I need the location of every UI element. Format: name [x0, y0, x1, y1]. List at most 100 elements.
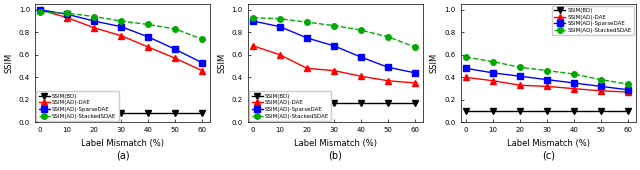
SSIM(BD)	[462, 110, 470, 112]
SSIM(AD)-DAE	[249, 45, 257, 47]
SSIM(AD)-StackedSDAE	[117, 20, 125, 22]
SSIM(AD)-DAE	[357, 75, 365, 77]
SSIM(AD)-DAE	[303, 67, 311, 69]
SSIM(AD)-StackedSDAE	[411, 46, 419, 48]
SSIM(AD)-SparseDAE	[249, 20, 257, 22]
SSIM(BD)	[489, 110, 497, 112]
SSIM(AD)-SparseDAE	[303, 37, 311, 39]
SSIM(AD)-SparseDAE	[117, 26, 125, 28]
SSIM(BD)	[36, 112, 44, 114]
SSIM(AD)-SparseDAE	[90, 20, 98, 22]
SSIM(AD)-SparseDAE	[516, 75, 524, 77]
SSIM(AD)-SparseDAE	[330, 45, 338, 47]
SSIM(BD)	[303, 102, 311, 104]
Y-axis label: SSIM: SSIM	[4, 53, 13, 73]
SSIM(AD)-SparseDAE	[489, 72, 497, 74]
SSIM(AD)-SparseDAE	[276, 26, 284, 28]
Line: SSIM(BD): SSIM(BD)	[463, 108, 630, 114]
SSIM(AD)-DAE	[384, 80, 392, 82]
Line: SSIM(AD)-SparseDAE: SSIM(AD)-SparseDAE	[250, 18, 418, 76]
SSIM(AD)-SparseDAE	[384, 66, 392, 68]
Legend: SSIM(BD), SSIM(AD)-DAE, SSIM(AD)-SparseDAE, SSIM(AD)-StackedSDAE: SSIM(BD), SSIM(AD)-DAE, SSIM(AD)-SparseD…	[36, 91, 118, 121]
SSIM(AD)-DAE	[117, 35, 125, 37]
SSIM(BD)	[330, 102, 338, 104]
SSIM(AD)-DAE	[276, 54, 284, 56]
SSIM(AD)-StackedSDAE	[36, 11, 44, 13]
SSIM(AD)-StackedSDAE	[276, 18, 284, 20]
SSIM(BD)	[63, 112, 71, 114]
SSIM(AD)-DAE	[63, 17, 71, 19]
Line: SSIM(AD)-StackedSDAE: SSIM(AD)-StackedSDAE	[250, 15, 418, 50]
SSIM(BD)	[570, 110, 578, 112]
SSIM(AD)-SparseDAE	[411, 72, 419, 74]
SSIM(AD)-SparseDAE	[144, 36, 152, 38]
SSIM(BD)	[411, 102, 419, 104]
SSIM(AD)-StackedSDAE	[597, 79, 605, 81]
SSIM(BD)	[384, 102, 392, 104]
SSIM(AD)-DAE	[330, 70, 338, 72]
SSIM(AD)-SparseDAE	[198, 62, 206, 64]
SSIM(AD)-StackedSDAE	[570, 73, 578, 75]
Line: SSIM(AD)-DAE: SSIM(AD)-DAE	[250, 43, 418, 86]
Line: SSIM(BD): SSIM(BD)	[38, 111, 205, 116]
SSIM(BD)	[597, 110, 605, 112]
SSIM(BD)	[249, 102, 257, 104]
Legend: SSIM(BD), SSIM(AD)-DAE, SSIM(AD)-SparseDAE, SSIM(AD)-StackedSDAE: SSIM(BD), SSIM(AD)-DAE, SSIM(AD)-SparseD…	[250, 91, 332, 121]
X-axis label: Label Mismatch (%): Label Mismatch (%)	[81, 139, 164, 148]
SSIM(AD)-SparseDAE	[63, 13, 71, 15]
Line: SSIM(BD): SSIM(BD)	[250, 100, 418, 106]
SSIM(BD)	[198, 112, 206, 114]
X-axis label: Label Mismatch (%): Label Mismatch (%)	[294, 139, 377, 148]
SSIM(AD)-StackedSDAE	[198, 38, 206, 40]
SSIM(BD)	[172, 112, 179, 114]
SSIM(AD)-DAE	[198, 70, 206, 72]
SSIM(BD)	[117, 112, 125, 114]
SSIM(AD)-StackedSDAE	[462, 56, 470, 58]
SSIM(AD)-StackedSDAE	[63, 12, 71, 14]
Title: (b): (b)	[328, 151, 342, 161]
SSIM(AD)-StackedSDAE	[172, 28, 179, 30]
Y-axis label: SSIM: SSIM	[217, 53, 226, 73]
SSIM(AD)-DAE	[90, 27, 98, 29]
Y-axis label: SSIM: SSIM	[430, 53, 439, 73]
SSIM(AD)-DAE	[570, 88, 578, 90]
SSIM(AD)-StackedSDAE	[357, 29, 365, 31]
SSIM(AD)-DAE	[462, 76, 470, 78]
Line: SSIM(AD)-SparseDAE: SSIM(AD)-SparseDAE	[38, 7, 205, 65]
SSIM(AD)-DAE	[543, 85, 550, 87]
SSIM(BD)	[276, 102, 284, 104]
SSIM(AD)-DAE	[597, 90, 605, 92]
SSIM(AD)-StackedSDAE	[144, 23, 152, 25]
SSIM(AD)-StackedSDAE	[384, 36, 392, 38]
SSIM(AD)-StackedSDAE	[624, 83, 632, 85]
SSIM(AD)-StackedSDAE	[303, 21, 311, 23]
SSIM(AD)-SparseDAE	[462, 67, 470, 69]
SSIM(AD)-StackedSDAE	[543, 70, 550, 72]
SSIM(BD)	[543, 110, 550, 112]
SSIM(BD)	[90, 112, 98, 114]
SSIM(AD)-DAE	[172, 57, 179, 59]
SSIM(AD)-DAE	[624, 91, 632, 93]
Line: SSIM(AD)-StackedSDAE: SSIM(AD)-StackedSDAE	[463, 54, 630, 87]
SSIM(AD)-StackedSDAE	[516, 66, 524, 68]
SSIM(AD)-SparseDAE	[36, 9, 44, 11]
SSIM(AD)-DAE	[411, 82, 419, 84]
SSIM(AD)-StackedSDAE	[330, 24, 338, 27]
Line: SSIM(AD)-StackedSDAE: SSIM(AD)-StackedSDAE	[38, 9, 205, 42]
SSIM(AD)-StackedSDAE	[489, 61, 497, 63]
SSIM(BD)	[357, 102, 365, 104]
X-axis label: Label Mismatch (%): Label Mismatch (%)	[507, 139, 589, 148]
SSIM(BD)	[516, 110, 524, 112]
SSIM(AD)-SparseDAE	[624, 89, 632, 91]
SSIM(AD)-SparseDAE	[543, 79, 550, 81]
SSIM(AD)-SparseDAE	[172, 48, 179, 50]
Line: SSIM(AD)-DAE: SSIM(AD)-DAE	[463, 75, 630, 95]
SSIM(AD)-DAE	[516, 84, 524, 86]
SSIM(AD)-SparseDAE	[357, 56, 365, 58]
Title: (c): (c)	[541, 151, 555, 161]
SSIM(BD)	[144, 112, 152, 114]
SSIM(AD)-DAE	[36, 9, 44, 11]
SSIM(AD)-StackedSDAE	[90, 15, 98, 18]
Line: SSIM(AD)-DAE: SSIM(AD)-DAE	[38, 7, 205, 73]
Title: (a): (a)	[116, 151, 129, 161]
